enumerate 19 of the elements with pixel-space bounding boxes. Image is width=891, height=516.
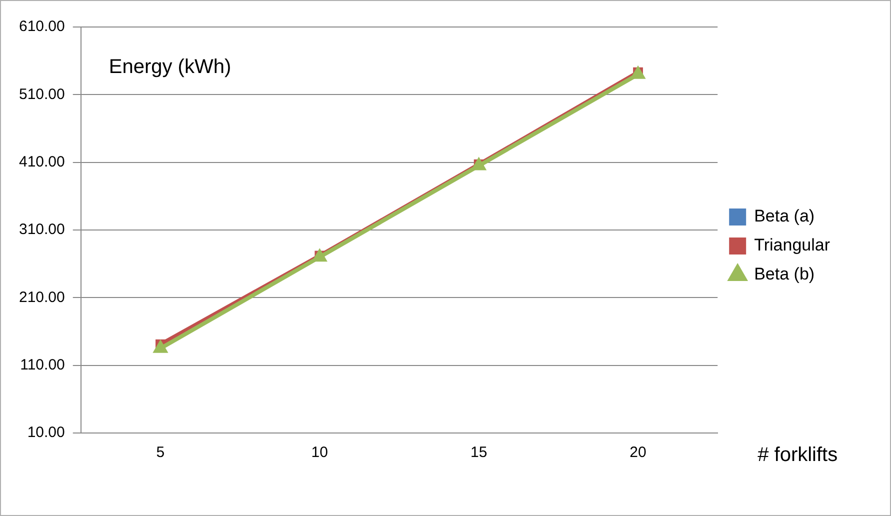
- y-tick-label: 410.00: [18, 153, 65, 170]
- y-tick-label: 510.00: [18, 86, 65, 103]
- point: [152, 339, 168, 353]
- y-tick-label: 10.00: [27, 424, 65, 442]
- y-tick-label: 210.00: [18, 288, 65, 306]
- legend-label: Beta (b): [754, 264, 815, 284]
- point: [312, 248, 328, 262]
- legend-label: Beta (a): [754, 206, 815, 226]
- x-tick-label: 10: [311, 444, 328, 462]
- x-tick-label: 15: [470, 444, 488, 462]
- text: Energy (kWh): [108, 56, 232, 78]
- x-axis-title: # forklifts: [758, 444, 838, 466]
- x-tick-label: 20: [630, 444, 646, 462]
- x-tick-label: 5: [156, 444, 165, 462]
- y-tick-label: 610.00: [18, 18, 65, 36]
- y-tick-label: 110.00: [20, 356, 65, 374]
- y-tick-label: 310.00: [18, 221, 65, 238]
- point: [471, 156, 487, 170]
- legend-label: Triangular: [754, 236, 830, 255]
